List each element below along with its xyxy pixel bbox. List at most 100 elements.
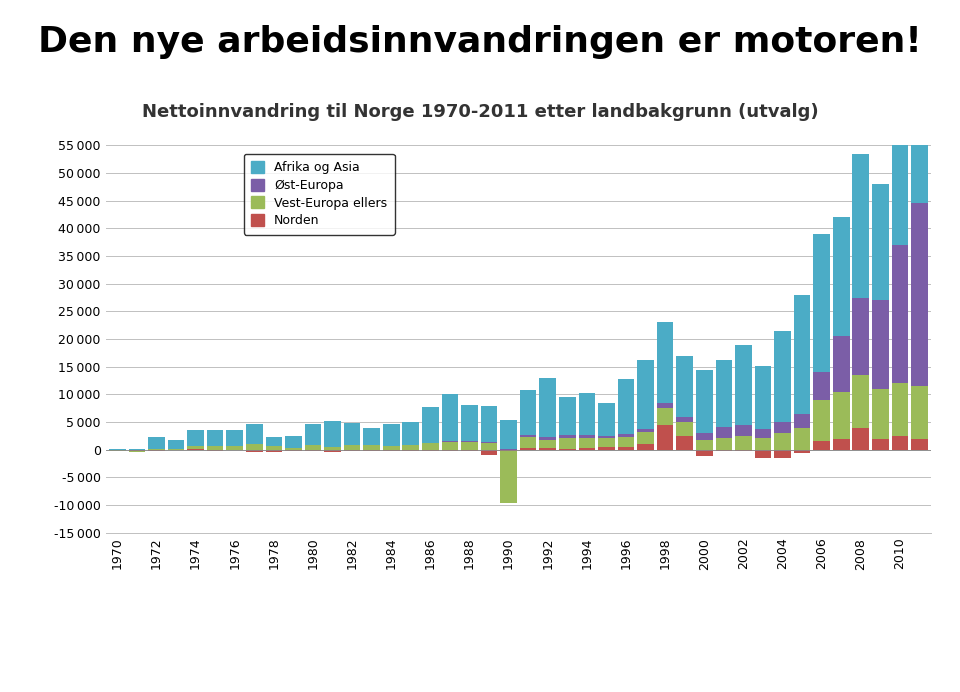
- Bar: [617, 435, 635, 437]
- Bar: [677, 436, 693, 450]
- Bar: [324, 450, 341, 452]
- Bar: [598, 403, 614, 436]
- Bar: [442, 450, 458, 451]
- Bar: [540, 437, 556, 440]
- Bar: [520, 448, 537, 450]
- Bar: [872, 389, 889, 439]
- Bar: [892, 123, 908, 245]
- Bar: [696, 450, 712, 457]
- Bar: [206, 450, 224, 451]
- Bar: [833, 439, 850, 450]
- Bar: [285, 436, 301, 448]
- Bar: [872, 300, 889, 389]
- Bar: [794, 428, 810, 450]
- Text: Den nye arbeidsinnvandringen er motoren!: Den nye arbeidsinnvandringen er motoren!: [38, 26, 922, 60]
- Bar: [774, 450, 791, 458]
- Bar: [696, 440, 712, 450]
- Bar: [481, 443, 497, 450]
- Bar: [363, 450, 380, 451]
- Bar: [266, 437, 282, 446]
- Bar: [304, 446, 322, 450]
- Bar: [461, 442, 478, 450]
- Bar: [187, 446, 204, 448]
- Bar: [637, 429, 654, 432]
- Bar: [715, 450, 732, 451]
- Bar: [559, 397, 576, 435]
- Bar: [657, 403, 674, 408]
- Bar: [872, 184, 889, 300]
- Bar: [813, 234, 830, 372]
- Text: Nettoinnvandring til Norge 1970-2011 etter landbakgrunn (utvalg): Nettoinnvandring til Norge 1970-2011 ett…: [142, 103, 818, 121]
- Bar: [852, 428, 869, 450]
- Bar: [304, 424, 322, 446]
- Bar: [324, 421, 341, 447]
- Bar: [755, 437, 771, 450]
- Bar: [500, 451, 516, 504]
- Bar: [344, 446, 360, 450]
- Bar: [637, 444, 654, 450]
- Bar: [696, 370, 712, 433]
- Bar: [187, 448, 204, 450]
- Bar: [246, 444, 263, 450]
- Bar: [715, 360, 732, 426]
- Bar: [422, 407, 439, 443]
- Bar: [246, 450, 263, 452]
- Bar: [598, 436, 614, 437]
- Bar: [540, 379, 556, 437]
- Bar: [109, 450, 126, 451]
- Bar: [129, 451, 145, 452]
- Text: www.ostforsk.no: www.ostforsk.no: [480, 668, 572, 678]
- Bar: [266, 450, 282, 452]
- Bar: [206, 446, 224, 450]
- Bar: [598, 437, 614, 447]
- Bar: [540, 440, 556, 448]
- Bar: [911, 93, 927, 203]
- Bar: [363, 445, 380, 450]
- Bar: [892, 383, 908, 436]
- Bar: [657, 425, 674, 450]
- Bar: [794, 450, 810, 453]
- Bar: [344, 450, 360, 451]
- Bar: [363, 428, 380, 445]
- Bar: [481, 442, 497, 443]
- Bar: [715, 426, 732, 437]
- Bar: [598, 447, 614, 450]
- Bar: [442, 394, 458, 441]
- Bar: [227, 446, 243, 450]
- Bar: [422, 450, 439, 451]
- Bar: [872, 439, 889, 450]
- Bar: [500, 448, 516, 450]
- Bar: [833, 336, 850, 392]
- Bar: [559, 448, 576, 450]
- Bar: [617, 379, 635, 435]
- Bar: [755, 429, 771, 437]
- Bar: [109, 448, 126, 450]
- Bar: [520, 435, 537, 437]
- Bar: [774, 433, 791, 450]
- Bar: [285, 450, 301, 451]
- Bar: [579, 448, 595, 450]
- Bar: [794, 295, 810, 414]
- Bar: [735, 425, 752, 436]
- Bar: [285, 448, 301, 450]
- Bar: [833, 392, 850, 439]
- Bar: [461, 405, 478, 441]
- Bar: [637, 432, 654, 444]
- Bar: [481, 450, 497, 455]
- Bar: [911, 203, 927, 386]
- Bar: [735, 436, 752, 450]
- Bar: [617, 447, 635, 450]
- Legend: Afrika og Asia, Øst-Europa, Vest-Europa ellers, Norden: Afrika og Asia, Øst-Europa, Vest-Europa …: [244, 154, 395, 235]
- Bar: [481, 406, 497, 442]
- Bar: [461, 441, 478, 442]
- Bar: [402, 446, 420, 450]
- Bar: [677, 422, 693, 436]
- Bar: [324, 447, 341, 450]
- Bar: [657, 408, 674, 425]
- Bar: [246, 424, 263, 444]
- Bar: [892, 245, 908, 383]
- Bar: [637, 360, 654, 429]
- Bar: [579, 393, 595, 435]
- Bar: [383, 446, 399, 450]
- Bar: [461, 450, 478, 451]
